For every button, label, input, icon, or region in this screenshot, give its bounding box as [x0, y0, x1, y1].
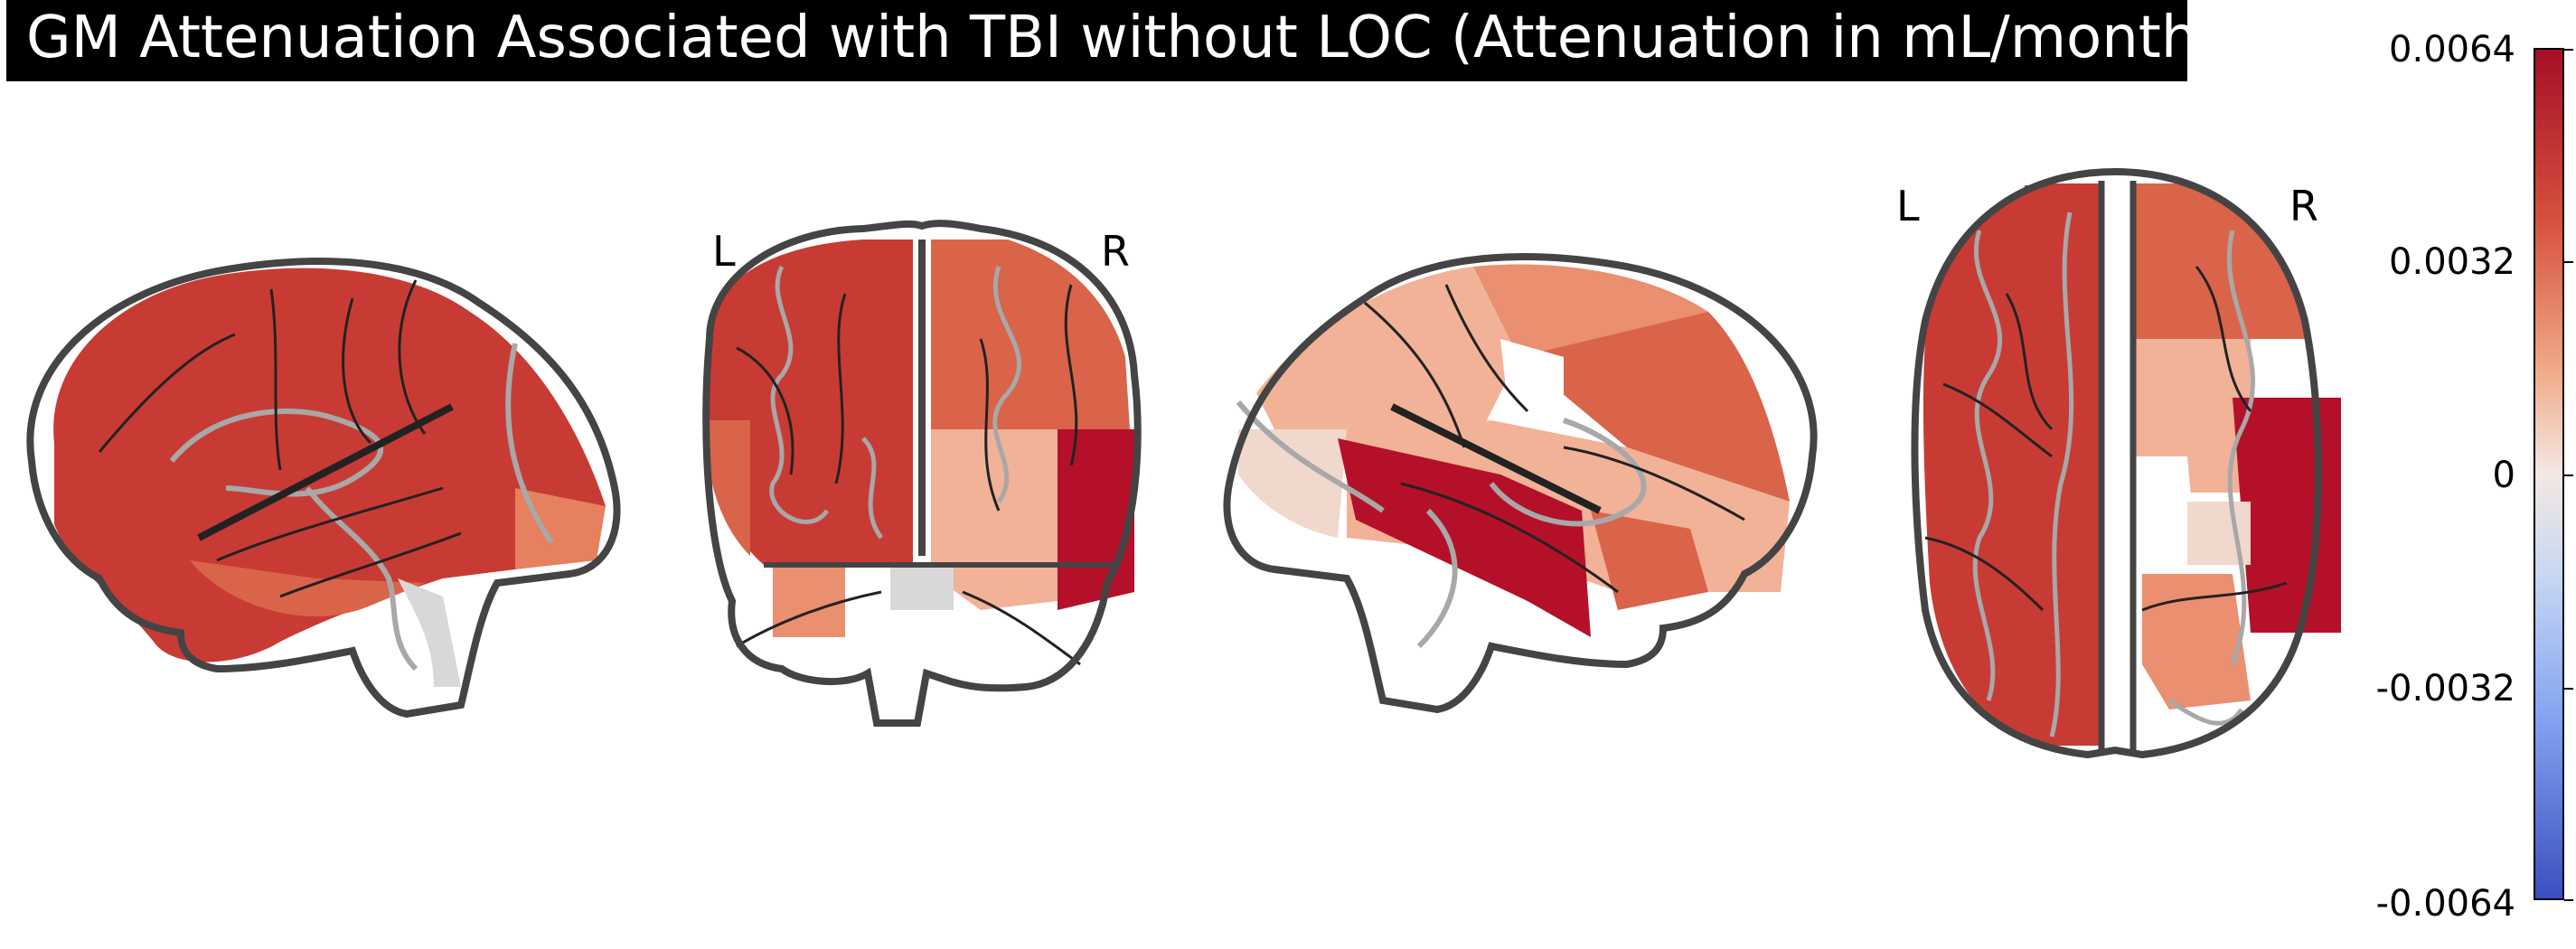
axial-view: [1911, 167, 2341, 759]
coronal-sulci: [736, 284, 1081, 666]
colorbar-tick-label: 0.0064: [2389, 29, 2515, 70]
sagittal-right-view: [1223, 253, 1818, 714]
sagittal-right-gray-contours: [1236, 400, 1647, 649]
sagittal-right-sulci: [1364, 284, 1745, 594]
colorbar-tick-label: -0.0064: [2375, 883, 2515, 925]
sagittal-left-view: [26, 258, 621, 719]
colorbar-tick-mark: [2564, 474, 2573, 476]
coronal-overlay: [705, 240, 1134, 637]
coronal-left-label: L: [712, 227, 736, 276]
sagittal-left-sulci: [98, 279, 462, 598]
colorbar-tick-label: -0.0032: [2375, 668, 2515, 709]
axial-gray-contours: [1972, 211, 2256, 738]
colorbar-tick-mark: [2564, 261, 2573, 263]
sagittal-left-overlay: [53, 268, 606, 687]
figure-title-bar: GM Attenuation Associated with TBI witho…: [6, 0, 2220, 81]
coronal-right-label: R: [1101, 227, 1130, 276]
axial-left-label: L: [1896, 182, 1920, 230]
sagittal-right-overlay: [1238, 264, 1790, 637]
figure-title: GM Attenuation Associated with TBI witho…: [26, 5, 2221, 71]
colorbar-tick-mark: [2564, 688, 2573, 690]
colorbar: [2534, 48, 2564, 900]
colorbar-tick-label: 0: [2492, 455, 2515, 496]
axial-right-label: R: [2289, 182, 2318, 230]
coronal-view: [702, 220, 1142, 727]
colorbar-tick-mark: [2564, 49, 2573, 51]
colorbar-tick-mark: [2564, 899, 2573, 901]
colorbar-tick-label: 0.0032: [2389, 241, 2515, 283]
coronal-gray-contours: [769, 265, 1021, 540]
axial-sulci: [1924, 266, 2288, 612]
